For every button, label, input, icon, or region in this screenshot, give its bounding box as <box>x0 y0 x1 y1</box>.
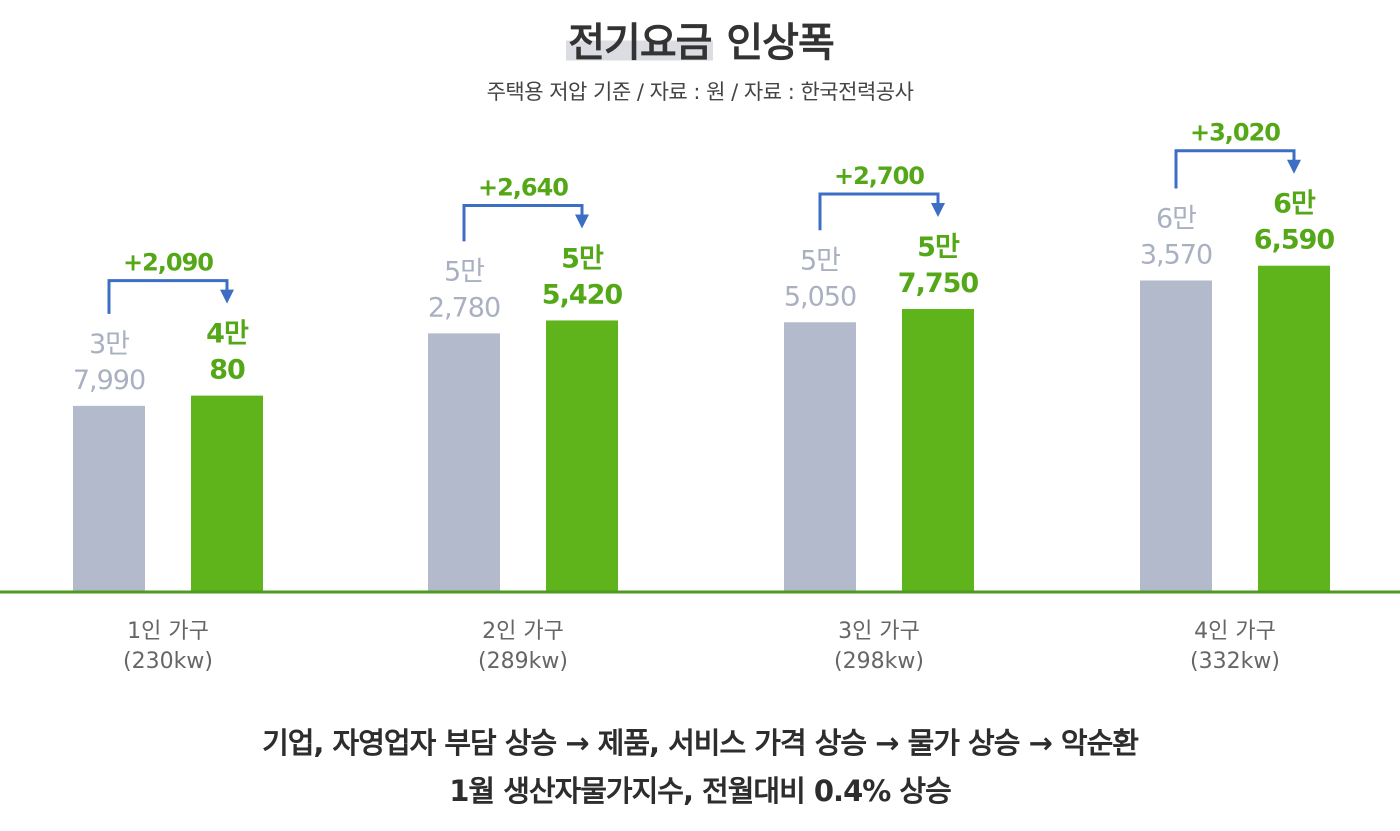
value-label-before-3-line2: 5,050 <box>784 281 856 312</box>
category-label-3-line2: (298kw) <box>834 649 924 674</box>
chart-title-rest: 인상폭 <box>726 20 834 66</box>
value-label-after-3-line2: 7,750 <box>898 268 979 299</box>
increase-label-2: +2,640 <box>478 173 568 201</box>
category-label-3-line1: 3인 가구 <box>838 619 920 644</box>
category-label-2-line1: 2인 가구 <box>482 619 564 644</box>
value-label-before-1-line1: 3만 <box>89 329 129 360</box>
footer-line-2: 1월 생산자물가지수, 전월대비 0.4% 상승 <box>449 774 952 808</box>
value-label-before-4-line1: 6만 <box>1156 204 1196 235</box>
bar-before-4 <box>1140 280 1212 592</box>
increase-arrow-head-2 <box>575 214 589 229</box>
chart-title: 전기요금 인상폭 <box>0 10 1400 68</box>
value-label-after-4-line2: 6,590 <box>1254 225 1335 256</box>
value-label-before-2-line1: 5만 <box>444 256 484 287</box>
category-label-4-line1: 4인 가구 <box>1194 619 1276 644</box>
category-label-1-line1: 1인 가구 <box>127 619 209 644</box>
category-label-2-line2: (289kw) <box>478 649 568 674</box>
increase-arrow-head-3 <box>931 203 945 218</box>
increase-arrow-head-1 <box>220 289 234 304</box>
category-label-4-line2: (332kw) <box>1190 649 1280 674</box>
bar-before-2 <box>428 333 500 592</box>
bar-before-3 <box>784 322 856 592</box>
increase-label-3: +2,700 <box>834 162 924 190</box>
bar-before-1 <box>73 405 145 592</box>
bar-after-3 <box>902 309 974 592</box>
increase-label-1: +2,090 <box>123 249 213 277</box>
increase-label-4: +3,020 <box>1190 119 1280 147</box>
value-label-before-1-line2: 7,990 <box>73 365 145 396</box>
bar-after-1 <box>191 395 263 592</box>
increase-arrow-line-4 <box>1174 149 1296 189</box>
chart-title-highlight: 전기요금 <box>566 20 714 66</box>
increase-arrow-line-2 <box>462 203 584 242</box>
chart-subtitle: 주택용 저압 기준 / 자료 : 원 / 자료 : 한국전력공사 <box>486 80 914 104</box>
bar-chart: 3만 7,990 4만 80 1인 가구 (230kw) +2,090 5만 2,780 5만 5,… <box>0 119 1400 674</box>
category-label-1-line2: (230kw) <box>123 649 213 674</box>
value-label-before-4-line2: 3,570 <box>1140 240 1212 271</box>
value-label-after-2-line1: 5만 <box>561 243 604 274</box>
footer-line-1: 기업, 자영업자 부담 상승 → 제품, 서비스 가격 상승 → 물가 상승 →… <box>262 726 1139 760</box>
increase-arrow-line-3 <box>818 192 940 231</box>
bar-after-2 <box>546 320 618 592</box>
value-label-before-2-line2: 2,780 <box>428 292 500 323</box>
value-label-after-1-line1: 4만 <box>206 319 249 350</box>
value-label-after-3-line1: 5만 <box>917 232 960 263</box>
bar-after-4 <box>1258 265 1330 592</box>
value-label-after-2-line2: 5,420 <box>542 279 623 310</box>
increase-arrow-line-1 <box>107 279 229 314</box>
increase-arrow-head-4 <box>1287 159 1301 174</box>
value-label-after-1-line2: 80 <box>209 355 245 386</box>
value-label-before-3-line1: 5만 <box>800 245 840 276</box>
value-label-after-4-line1: 6만 <box>1273 189 1316 220</box>
